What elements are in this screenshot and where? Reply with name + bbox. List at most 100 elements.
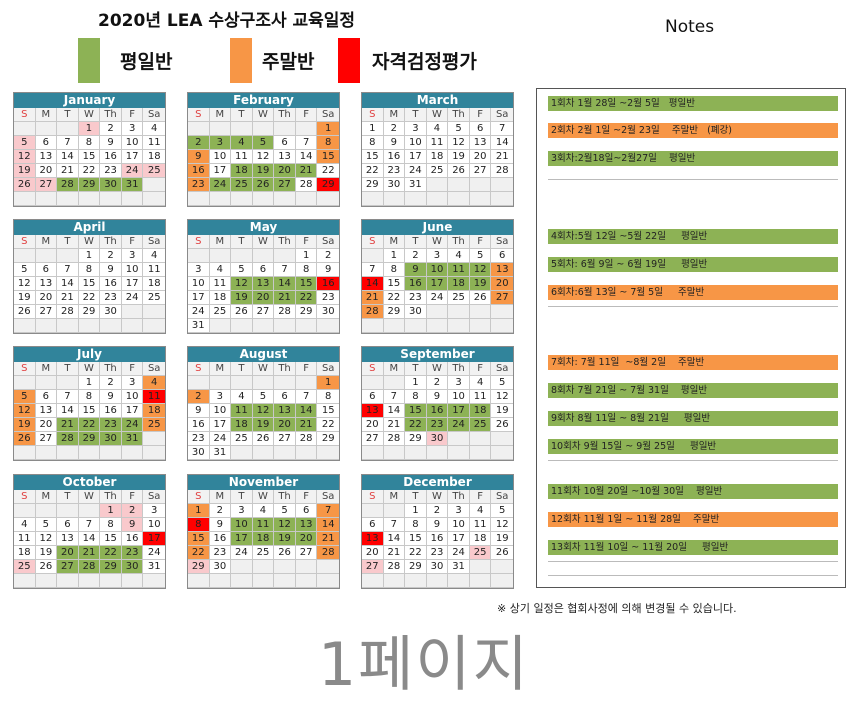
day-cell: 8 <box>188 518 210 532</box>
empty-cell <box>469 192 492 206</box>
day-cell: 24 <box>426 291 449 305</box>
day-cell: 19 <box>491 532 513 546</box>
day-cell: 26 <box>35 560 58 574</box>
month-may: May S M T W Th F Sa 1 2 3 4 5 6 7 8 9 10 11 12 13 14 15 16 17 18 1… <box>187 219 340 334</box>
empty-cell <box>35 122 58 136</box>
weekday-header: W <box>426 490 449 504</box>
weekday-header: T <box>57 108 79 122</box>
empty-cell <box>231 376 253 390</box>
day-cell: 5 <box>274 504 296 518</box>
empty-cell <box>14 319 36 333</box>
day-cell: 22 <box>317 418 339 432</box>
empty-cell <box>383 574 406 588</box>
day-cell: 29 <box>317 178 339 192</box>
day-cell: 29 <box>383 305 406 319</box>
schedule-note: 10회차 9월 15일 ~ 9월 25일 평일반 <box>548 439 838 454</box>
day-cell: 15 <box>317 150 339 164</box>
day-cell: 4 <box>209 263 232 277</box>
day-cell: 5 <box>231 263 253 277</box>
day-cell: 7 <box>78 518 101 532</box>
day-cell: 7 <box>295 136 318 150</box>
day-cell: 10 <box>426 263 449 277</box>
day-cell: 26 <box>448 164 470 178</box>
day-cell: 8 <box>317 390 339 404</box>
day-cell: 1 <box>405 504 427 518</box>
empty-cell <box>35 574 58 588</box>
day-cell: 8 <box>405 518 427 532</box>
day-cell: 2 <box>426 504 449 518</box>
empty-cell <box>252 574 275 588</box>
day-cell: 2 <box>426 376 449 390</box>
empty-cell <box>100 192 122 206</box>
day-cell: 15 <box>405 532 427 546</box>
day-cell: 8 <box>295 263 318 277</box>
day-cell: 30 <box>121 560 144 574</box>
weekday-header: M <box>383 362 406 376</box>
weekday-header: T <box>57 235 79 249</box>
day-cell: 7 <box>383 518 406 532</box>
empty-cell <box>35 446 58 460</box>
empty-cell <box>209 122 232 136</box>
weekday-header: F <box>295 235 318 249</box>
day-cell: 29 <box>78 305 101 319</box>
empty-cell <box>274 192 296 206</box>
day-cell: 30 <box>317 305 339 319</box>
schedule-note: 13회차 11월 10일 ~ 11월 20일 평일반 <box>548 540 838 555</box>
day-cell: 7 <box>57 136 79 150</box>
empty-cell <box>252 560 275 574</box>
empty-cell <box>469 446 492 460</box>
day-cell: 22 <box>362 164 384 178</box>
day-cell: 1 <box>383 249 406 263</box>
day-cell: 14 <box>57 277 79 291</box>
day-cell: 20 <box>362 546 384 560</box>
day-cell: 9 <box>209 518 232 532</box>
day-cell: 31 <box>121 178 144 192</box>
empty-cell <box>78 446 101 460</box>
month-title: May <box>188 220 339 235</box>
day-cell: 8 <box>405 390 427 404</box>
day-cell: 6 <box>491 249 513 263</box>
weekday-header: S <box>188 108 210 122</box>
empty-cell <box>362 192 384 206</box>
empty-cell <box>14 446 36 460</box>
empty-cell <box>295 122 318 136</box>
day-cell: 15 <box>362 150 384 164</box>
weekday-header: Sa <box>317 362 339 376</box>
empty-cell <box>35 192 58 206</box>
day-cell: 27 <box>491 291 513 305</box>
day-cell: 18 <box>469 404 492 418</box>
weekday-header: Th <box>100 490 122 504</box>
empty-cell <box>426 192 449 206</box>
day-cell: 3 <box>121 122 144 136</box>
day-cell: 28 <box>274 305 296 319</box>
day-cell: 7 <box>362 263 384 277</box>
schedule-note: 8회차 7월 21일 ~ 7월 31일 평일반 <box>548 383 838 398</box>
empty-cell <box>78 192 101 206</box>
day-cell: 21 <box>491 150 513 164</box>
weekday-header: S <box>14 490 36 504</box>
footer-note: ※ 상기 일정은 협회사정에 의해 변경될 수 있습니다. <box>497 602 737 615</box>
empty-cell <box>426 319 449 333</box>
empty-cell <box>405 319 427 333</box>
day-cell: 21 <box>57 164 79 178</box>
day-cell: 3 <box>448 376 470 390</box>
day-cell: 15 <box>317 404 339 418</box>
day-cell: 22 <box>188 546 210 560</box>
empty-cell <box>448 192 470 206</box>
day-cell: 10 <box>448 518 470 532</box>
empty-cell <box>448 432 470 446</box>
day-cell: 24 <box>209 432 232 446</box>
empty-cell <box>469 305 492 319</box>
month-december: December S M T W Th F Sa 1 2 3 4 5 6 7 8 9 10 11 12 13 14 15 16… <box>361 474 514 589</box>
empty-cell <box>121 574 144 588</box>
empty-cell <box>35 504 58 518</box>
weekday-header: S <box>362 490 384 504</box>
day-cell: 11 <box>252 518 275 532</box>
day-cell: 10 <box>121 390 144 404</box>
weekday-header: Th <box>100 108 122 122</box>
day-cell: 2 <box>100 376 122 390</box>
schedule-note: 3회차:2월18일~2월27일 평일반 <box>548 151 838 166</box>
note-divider <box>548 179 838 180</box>
month-july: July S M T W Th F Sa 1 2 3 4 5 6 7 8 9 10 11 12 13 14 15 16 17 18… <box>13 346 166 461</box>
day-cell: 23 <box>209 546 232 560</box>
